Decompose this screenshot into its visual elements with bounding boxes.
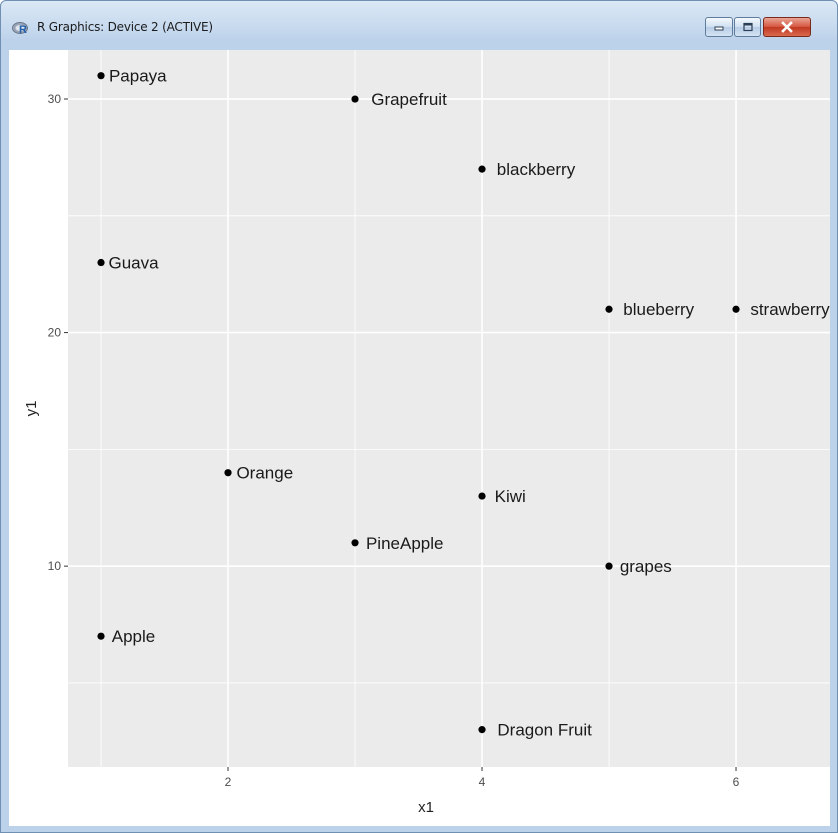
close-icon — [781, 21, 793, 33]
graphics-device-area: Papaya Grapefruit blackberry Guava blueberry… — [9, 50, 830, 826]
data-point — [351, 539, 359, 547]
r-logo-icon: R — [12, 22, 28, 35]
minor-gridlines — [68, 50, 830, 767]
data-point — [224, 469, 232, 477]
axis-ticks: 2 4 6 10 20 30 — [48, 92, 740, 789]
data-point — [97, 72, 105, 80]
y-tick-label: 30 — [48, 92, 62, 106]
svg-text:R: R — [19, 24, 27, 35]
scatter-plot: Papaya Grapefruit blackberry Guava blueberry… — [23, 50, 830, 816]
minimize-icon — [714, 26, 724, 31]
point-label: PineApple — [366, 534, 444, 553]
data-point — [478, 492, 486, 500]
data-point — [732, 305, 740, 313]
point-label: Apple — [112, 627, 155, 646]
point-label: Kiwi — [495, 487, 526, 506]
x-tick-label: 6 — [733, 775, 740, 789]
point-label: Dragon Fruit — [497, 721, 592, 740]
data-point — [478, 726, 486, 734]
x-tick-label: 4 — [479, 775, 486, 789]
window-title: R Graphics: Device 2 (ACTIVE) — [37, 20, 213, 34]
maximize-button[interactable] — [734, 17, 761, 37]
data-point — [351, 95, 359, 103]
x-axis-label: x1 — [418, 799, 434, 816]
close-button[interactable] — [763, 17, 811, 37]
point-label: Grapefruit — [371, 90, 447, 109]
point-label: Papaya — [109, 67, 167, 86]
point-label: Orange — [236, 464, 293, 483]
maximize-icon — [742, 22, 753, 32]
data-point — [605, 305, 613, 313]
x-tick-label: 2 — [225, 775, 232, 789]
y-tick-label: 10 — [48, 559, 62, 573]
data-layer: Papaya Grapefruit blackberry Guava blueberry… — [97, 67, 830, 740]
point-label: strawberry — [750, 300, 830, 319]
plot-panel — [68, 50, 830, 767]
point-label: Guava — [108, 254, 159, 273]
data-point — [605, 562, 613, 570]
data-point — [478, 165, 486, 173]
data-point — [97, 258, 105, 267]
title-bar[interactable]: R R Graphics: Device 2 (ACTIVE) — [1, 1, 837, 41]
point-label: grapes — [620, 557, 672, 576]
data-point — [97, 632, 105, 640]
point-label: blackberry — [497, 160, 576, 179]
y-axis-label: y1 — [23, 401, 40, 417]
y-tick-label: 20 — [48, 326, 62, 340]
point-label: blueberry — [623, 300, 694, 319]
minimize-button[interactable] — [705, 17, 733, 37]
